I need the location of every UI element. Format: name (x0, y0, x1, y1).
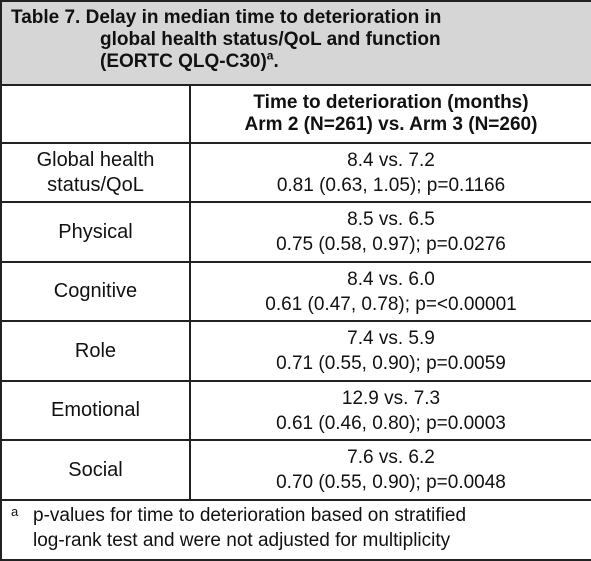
table-row: Emotional 12.9 vs. 7.3 0.61 (0.46, 0.80)… (0, 380, 591, 441)
row-label-global-health: Global health status/QoL (0, 142, 191, 203)
column-header-time-to-deterioration: Time to deterioration (months) Arm 2 (N=… (189, 84, 591, 144)
header-line-2: Arm 2 (N=261) vs. Arm 3 (N=260) (244, 114, 538, 135)
median-values: 8.4 vs. 7.2 (347, 149, 435, 171)
hazard-ratio-stats: 0.61 (0.47, 0.78); p=<0.00001 (265, 293, 517, 315)
median-values: 8.4 vs. 6.0 (347, 268, 435, 290)
footnote-row: a p-values for time to deterioration bas… (0, 499, 591, 561)
caption-line-3: (EORTC QLQ-C30)a. (11, 48, 583, 73)
row-value-emotional: 12.9 vs. 7.3 0.61 (0.46, 0.80); p=0.0003 (189, 380, 591, 441)
row-label-line-1: Global health (36, 148, 155, 171)
table-caption-row: Table 7. Delay in median time to deterio… (0, 0, 591, 86)
footnote-marker: a (11, 504, 19, 519)
table-row: Cognitive 8.4 vs. 6.0 0.61 (0.47, 0.78);… (0, 261, 591, 322)
median-values: 8.5 vs. 6.5 (347, 209, 435, 230)
row-label-cognitive: Cognitive (0, 261, 191, 322)
column-header-empty (0, 84, 191, 144)
row-value-global-health: 8.4 vs. 7.2 0.81 (0.63, 1.05); p=0.1166 (189, 142, 591, 203)
median-values: 7.6 vs. 6.2 (347, 447, 435, 468)
hazard-ratio-stats: 0.75 (0.58, 0.97); p=0.0276 (276, 234, 506, 255)
table-row: Role 7.4 vs. 5.9 0.71 (0.55, 0.90); p=0.… (0, 320, 591, 382)
table-row: Physical 8.5 vs. 6.5 0.75 (0.58, 0.97); … (0, 201, 591, 263)
column-header-row: Time to deterioration (months) Arm 2 (N=… (0, 84, 591, 144)
row-label-social: Social (0, 439, 191, 501)
table-row: Social 7.6 vs. 6.2 0.70 (0.55, 0.90); p=… (0, 439, 591, 501)
hazard-ratio-stats: 0.71 (0.55, 0.90); p=0.0059 (276, 353, 506, 374)
hazard-ratio-stats: 0.61 (0.46, 0.80); p=0.0003 (276, 412, 506, 434)
row-label-line-2: status/QoL (47, 173, 144, 196)
row-label-physical: Physical (0, 201, 191, 263)
footnote-line-1: p-values for time to deterioration based… (33, 505, 467, 526)
caption-line-1: Table 7. Delay in median time to deterio… (11, 7, 442, 28)
row-value-physical: 8.5 vs. 6.5 0.75 (0.58, 0.97); p=0.0276 (189, 201, 591, 263)
row-value-role: 7.4 vs. 5.9 0.71 (0.55, 0.90); p=0.0059 (189, 320, 591, 382)
row-label-emotional: Emotional (0, 380, 191, 441)
caption-footnote-marker: a (266, 48, 274, 63)
table-caption: Table 7. Delay in median time to deterio… (0, 0, 591, 86)
row-value-social: 7.6 vs. 6.2 0.70 (0.55, 0.90); p=0.0048 (189, 439, 591, 501)
footnote-line-2: log-rank test and were not adjusted for … (33, 530, 451, 551)
caption-line-2: global health status/QoL and function (100, 29, 441, 50)
row-label-role: Role (0, 320, 191, 382)
caption-line-3-text: (EORTC QLQ-C30) (100, 51, 267, 72)
row-value-cognitive: 8.4 vs. 6.0 0.61 (0.47, 0.78); p=<0.0000… (189, 261, 591, 322)
footnote-text: p-values for time to deterioration based… (33, 503, 466, 553)
hazard-ratio-stats: 0.70 (0.55, 0.90); p=0.0048 (276, 472, 506, 493)
table-footnote: a p-values for time to deterioration bas… (0, 499, 591, 561)
header-line-1: Time to deterioration (months) (253, 92, 529, 113)
caption-line-3-suffix: . (273, 51, 279, 72)
table-row: Global health status/QoL 8.4 vs. 7.2 0.8… (0, 142, 591, 203)
median-values: 12.9 vs. 7.3 (341, 387, 441, 409)
median-values: 7.4 vs. 5.9 (347, 328, 435, 349)
hazard-ratio-stats: 0.81 (0.63, 1.05); p=0.1166 (276, 174, 506, 196)
